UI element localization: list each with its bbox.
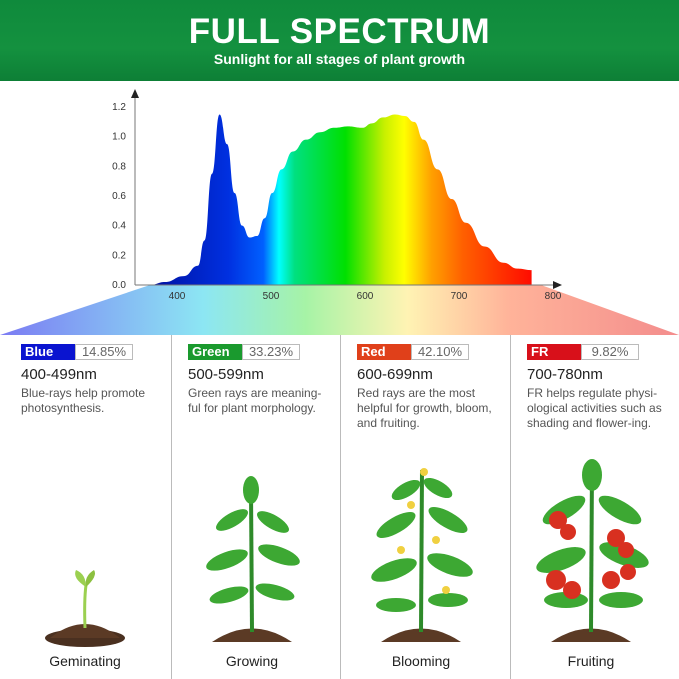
growth-stage-label: Geminating [49,653,121,669]
band-range: 600-699nm [357,366,433,383]
band-column-blue: Blue 14.85% 400-499nm Blue-rays help prom… [0,335,170,679]
y-tick-label: 0.0 [112,280,126,291]
band-column-fr: FR 9.82% 700-780nm FR helps regulate phys… [506,335,676,679]
growing-plant-illustration [206,476,300,642]
blooming-plant-illustration [371,468,473,642]
growth-stage-label: Fruiting [567,653,615,669]
page-subtitle: Sunlight for all stages of plant growth [213,51,466,67]
band-percent: 33.23% [242,344,300,360]
band-percent: 42.10% [411,344,469,360]
y-tick-label: 0.2 [112,250,126,261]
y-tick-label: 1.0 [112,132,126,143]
y-tick-label: 0.6 [112,191,126,202]
band-percent: 9.82% [581,344,639,360]
band-range: 500-599nm [188,366,264,383]
band-column-green: Green 33.23% 500-599nm Green rays are mea… [167,335,337,679]
band-name: Red [357,344,411,360]
band-description: FR helps regulate physi-ological activit… [527,386,662,430]
band-badge: Green 33.23% [188,344,300,360]
band-badge: Blue 14.85% [21,344,133,360]
band-name: Blue [21,344,75,360]
x-tick-label: 800 [545,291,562,302]
y-tick-label: 0.8 [112,161,126,172]
column-divider [510,335,511,679]
band-percent: 14.85% [75,344,133,360]
fruiting-plant-illustration [536,459,649,642]
band-column-red: Red 42.10% 600-699nm Red rays are the mos… [336,335,506,679]
y-tick-label: 0.4 [112,221,126,232]
x-tick-label: 700 [451,291,468,302]
band-name: FR [527,344,581,360]
spectrum-area [149,114,532,285]
growth-stage-label: Blooming [391,653,451,669]
y-tick-label: 1.2 [112,102,126,113]
band-description: Blue-rays help promote photosynthesis. [21,386,146,415]
spectrum-chart: 400 500 600 700 800 0.0 0.2 0.4 0.6 0.8 1.0 1.2 [0,89,679,335]
band-range: 400-499nm [21,366,97,383]
page-title: FULL SPECTRUM [188,12,491,51]
x-axis-arrow [553,281,562,289]
band-description: Red rays are the most helpful for growth… [357,386,492,430]
band-badge: FR 9.82% [527,344,639,360]
x-tick-label: 600 [357,291,374,302]
y-axis-arrow [131,89,139,98]
band-name: Green [188,344,242,360]
x-tick-label: 500 [263,291,280,302]
band-range: 700-780nm [527,366,603,383]
x-tick-label: 400 [169,291,186,302]
sprout-illustration [45,570,125,647]
column-divider [171,335,172,679]
spectrum-fan [0,285,679,335]
column-divider [340,335,341,679]
band-badge: Red 42.10% [357,344,469,360]
growth-stage-label: Growing [225,653,279,669]
header-banner: FULL SPECTRUM Sunlight for all stages of… [0,0,679,81]
band-description: Green rays are meaning-ful for plant mor… [188,386,322,415]
